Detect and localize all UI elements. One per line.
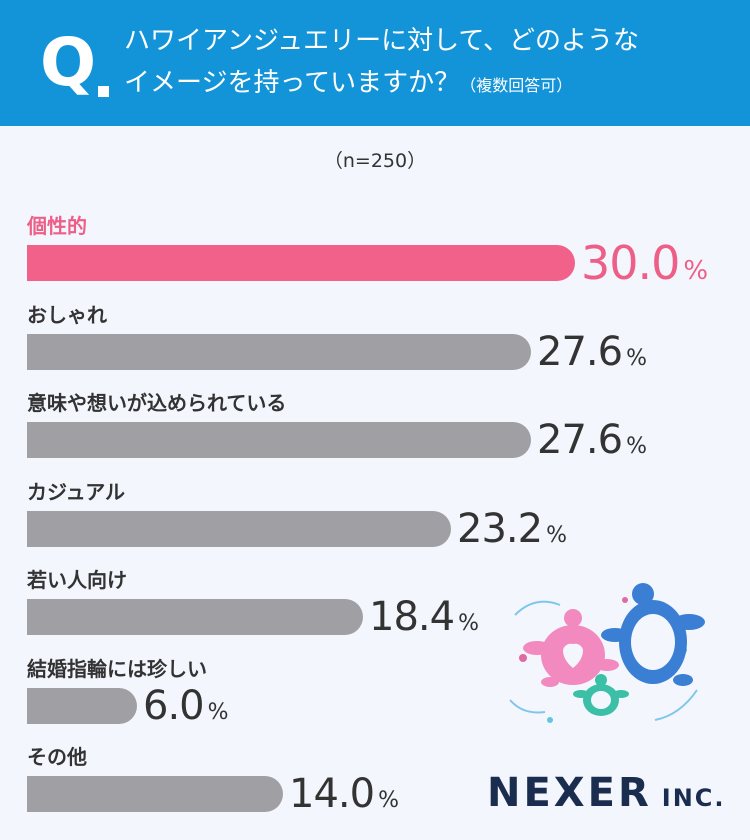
value-number: 6.0 <box>143 682 205 729</box>
blue-turtle-icon <box>601 583 705 686</box>
category-label: 個性的 <box>27 214 87 238</box>
value-number: 14.0 <box>289 771 375 817</box>
value-label: 23.2% <box>457 505 567 556</box>
logo-name: NEXER <box>487 770 652 816</box>
question-line-2: イメージを持っていますか？（複数回答可） <box>124 66 572 103</box>
q-mark: Q <box>40 24 97 101</box>
value-unit: % <box>546 522 567 548</box>
value-number: 23.2 <box>457 505 543 552</box>
value-unit: % <box>683 256 708 286</box>
value-label: 27.6% <box>537 328 647 379</box>
category-label: 結婚指輪には珍しい <box>27 656 207 681</box>
category-label: 意味や想いが込められている <box>27 391 287 415</box>
question-line-1: ハワイアンジュエリーに対して、どのような <box>124 26 640 56</box>
category-label: 若い人向け <box>27 568 127 592</box>
category-label: カジュアル <box>27 479 125 504</box>
value-label: 18.4% <box>369 594 479 644</box>
question-line-2-text: イメージを持っていますか？ <box>124 68 461 98</box>
pink-turtle-icon <box>523 609 619 687</box>
value-label: 30.0% <box>581 240 708 294</box>
logo-suffix: INC. <box>661 784 726 812</box>
value-number: 27.6 <box>537 417 623 463</box>
value-label: 14.0% <box>289 771 399 821</box>
value-label: 6.0% <box>143 682 229 733</box>
value-unit: % <box>207 699 229 725</box>
question-header: Q ハワイアンジュエリーに対して、どのような イメージを持っていますか？（複数回… <box>0 0 750 126</box>
bar <box>27 599 363 635</box>
value-unit: % <box>458 611 479 636</box>
category-label: その他 <box>27 745 87 769</box>
green-turtle-icon <box>573 674 629 716</box>
bar <box>27 776 283 812</box>
question-note: （複数回答可） <box>460 76 573 95</box>
nexer-logo: NEXER INC. <box>487 770 726 816</box>
bar <box>27 245 575 281</box>
sea-turtles-illustration <box>509 583 705 723</box>
value-label: 27.6% <box>537 417 647 467</box>
category-label: おしゃれ <box>27 302 107 327</box>
value-number: 27.6 <box>537 328 623 375</box>
value-unit: % <box>626 345 647 371</box>
value-number: 18.4 <box>369 594 455 640</box>
value-unit: % <box>378 788 399 813</box>
bar <box>27 422 531 458</box>
sample-size: （n=250） <box>323 150 427 172</box>
bar <box>27 687 137 724</box>
value-unit: % <box>626 434 647 459</box>
q-dot <box>98 86 109 97</box>
bar <box>27 510 451 547</box>
value-number: 30.0 <box>581 236 680 290</box>
bar <box>27 333 531 370</box>
